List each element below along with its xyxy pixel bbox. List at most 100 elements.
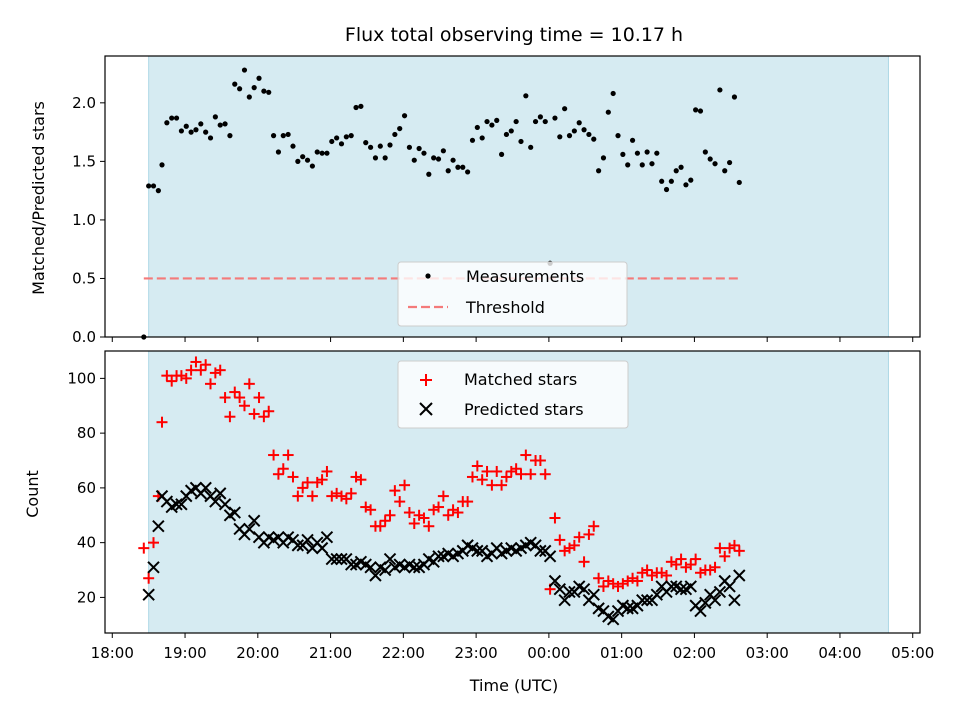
- matched-star-point: [709, 561, 721, 573]
- measurement-point: [146, 183, 152, 189]
- predicted-star-point: [199, 481, 212, 495]
- predicted-star-point: [636, 593, 649, 607]
- predicted-star-point: [640, 593, 654, 607]
- measurement-point: [634, 150, 641, 156]
- measurement-point: [528, 144, 534, 150]
- matched-star-point: [661, 570, 673, 582]
- bottom-y-tick-label: 40: [77, 534, 96, 552]
- measurement-point: [731, 94, 738, 100]
- measurement-point: [329, 138, 335, 145]
- matched-star-point: [631, 575, 643, 587]
- predicted-star-point: [152, 520, 165, 533]
- measurement-point: [353, 104, 359, 111]
- measurement-point: [251, 85, 257, 91]
- measurement-point: [173, 115, 180, 121]
- matched-star-point: [476, 474, 488, 486]
- measurement-point: [368, 144, 374, 150]
- matched-star-point: [573, 531, 585, 543]
- top-y-axis-label: Matched/Predicted stars: [29, 101, 48, 295]
- matched-star-point: [583, 528, 595, 540]
- x-tick-label: 20:00: [236, 644, 279, 662]
- predicted-star-point: [175, 498, 188, 511]
- measurement-point: [261, 88, 267, 94]
- measurement-point: [411, 157, 417, 163]
- bottom-legend-box: [397, 360, 629, 429]
- predicted-star-point: [228, 506, 241, 519]
- measurement-point: [358, 103, 364, 109]
- predicted-star-point: [665, 580, 678, 593]
- predicted-star-point: [733, 569, 746, 582]
- matched-star-point: [554, 534, 566, 546]
- predicted-star-point: [563, 585, 576, 599]
- matched-star-point: [719, 550, 731, 562]
- measurement-point: [620, 151, 626, 157]
- measurement-point: [178, 128, 185, 134]
- measurement-point: [644, 149, 650, 155]
- matched-star-point: [481, 465, 493, 477]
- measurement-point: [309, 163, 315, 169]
- measurement-point: [722, 168, 728, 174]
- bottom-y-axis-label: Count: [23, 470, 42, 518]
- x-tick-label: 04:00: [818, 644, 861, 662]
- measurement-point: [227, 133, 233, 139]
- legend-predicted-label: Predicted stars: [464, 400, 584, 419]
- measurement-point: [532, 118, 539, 125]
- matched-star-point: [500, 471, 512, 483]
- predicted-star-point: [674, 582, 688, 596]
- top-legend: Measurements Threshold: [397, 261, 628, 327]
- measurement-point: [450, 157, 456, 163]
- measurement-point: [552, 115, 558, 121]
- predicted-star-point: [209, 495, 222, 508]
- matched-star-point: [248, 408, 260, 420]
- measurement-point: [600, 155, 607, 161]
- predicted-star-point: [587, 588, 600, 601]
- predicted-star-point: [577, 582, 591, 596]
- measurement-point: [338, 141, 345, 147]
- x-tick-label: 22:00: [382, 644, 425, 662]
- matched-star-point: [214, 364, 226, 376]
- predicted-star-point: [694, 604, 707, 618]
- matched-star-point: [282, 449, 294, 461]
- measurement-point: [479, 135, 485, 141]
- legend-measurements-label: Measurements: [466, 267, 584, 286]
- measurement-point: [426, 171, 432, 177]
- measurement-point: [270, 133, 277, 139]
- predicted-star-point: [471, 544, 484, 558]
- top-y-tick-label: 0.0: [72, 328, 96, 346]
- measurement-point: [406, 144, 413, 150]
- x-tick-label: 03:00: [746, 644, 789, 662]
- matched-star-point: [166, 375, 178, 387]
- measurement-point: [717, 87, 723, 93]
- matched-star-point: [515, 468, 527, 480]
- measurement-point: [440, 148, 446, 154]
- predicted-star-point: [243, 522, 256, 536]
- predicted-star-point: [728, 593, 741, 607]
- top-y-ticks: 0.0 0.5 1.0 1.5 2.0: [72, 94, 105, 346]
- matched-star-point: [161, 370, 173, 382]
- matched-star-point: [685, 559, 697, 571]
- predicted-star-point: [301, 533, 314, 547]
- top-x-ticks: [111, 337, 914, 342]
- measurement-point: [159, 162, 165, 168]
- legend-predicted-marker: [419, 402, 433, 416]
- bottom-panel: 20 40 60 80 100 18:00 19:00 20:00 21:00 22:00 23:…: [23, 350, 934, 695]
- measurement-point: [596, 168, 602, 174]
- matched-star-point: [452, 507, 464, 519]
- predicted-star-point: [218, 498, 232, 511]
- matched-star-point: [345, 487, 357, 499]
- measurement-point: [586, 131, 592, 138]
- x-tick-label: 23:00: [454, 644, 497, 662]
- matched-star-point: [243, 378, 255, 390]
- predicted-star-point: [315, 541, 329, 555]
- x-tick-label: 19:00: [163, 644, 206, 662]
- bottom-axes-frame: [104, 350, 921, 634]
- measurement-point: [566, 133, 573, 139]
- predicted-star-point: [650, 588, 664, 601]
- matched-star-point: [185, 364, 197, 376]
- measurement-point: [382, 155, 388, 161]
- measurement-point: [562, 106, 568, 112]
- measurement-point: [615, 133, 621, 139]
- x-tick-label: 02:00: [673, 644, 716, 662]
- matched-star-point: [728, 539, 740, 551]
- measurement-point: [401, 113, 408, 119]
